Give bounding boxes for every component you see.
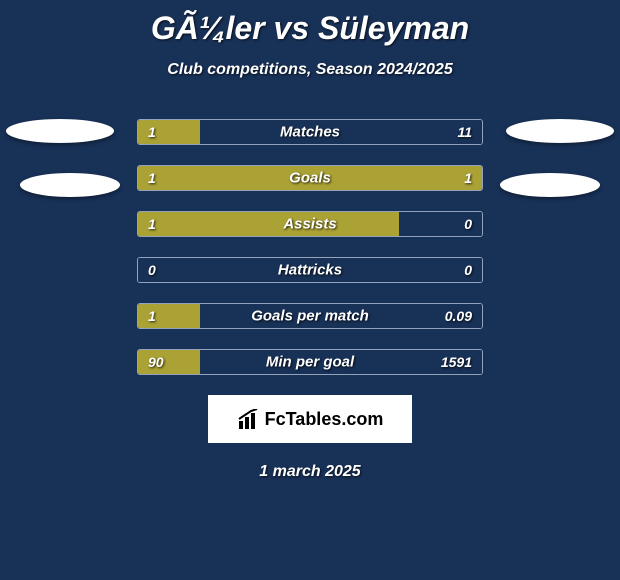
stat-label: Hattricks — [278, 262, 342, 279]
stat-right-value: 0 — [464, 262, 472, 278]
chart-area: 1 Matches 11 1 Goals 1 1 Assists 0 0 Hat… — [0, 119, 620, 481]
chart-icon — [237, 409, 261, 429]
stat-left-value: 0 — [148, 262, 156, 278]
player-right-ellipse-2 — [500, 173, 600, 197]
stat-right-value: 0.09 — [445, 308, 472, 324]
stat-right-value: 0 — [464, 216, 472, 232]
stat-label: Min per goal — [266, 354, 354, 371]
stat-label: Matches — [280, 124, 340, 141]
stat-label: Assists — [283, 216, 336, 233]
stat-left-value: 1 — [148, 308, 156, 324]
stat-bar-matches: 1 Matches 11 — [137, 119, 483, 145]
fctables-logo[interactable]: FcTables.com — [208, 395, 412, 443]
comparison-title: GÃ¼ler vs Süleyman — [0, 0, 620, 47]
stat-bars: 1 Matches 11 1 Goals 1 1 Assists 0 0 Hat… — [137, 119, 483, 375]
stat-bar-goals-per-match: 1 Goals per match 0.09 — [137, 303, 483, 329]
comparison-subtitle: Club competitions, Season 2024/2025 — [0, 61, 620, 79]
bar-right-fill — [200, 120, 482, 144]
stat-bar-hattricks: 0 Hattricks 0 — [137, 257, 483, 283]
stat-label: Goals per match — [251, 308, 369, 325]
stat-left-value: 1 — [148, 170, 156, 186]
bar-left-fill — [138, 212, 399, 236]
stat-right-value: 1 — [464, 170, 472, 186]
stat-bar-min-per-goal: 90 Min per goal 1591 — [137, 349, 483, 375]
stat-left-value: 1 — [148, 124, 156, 140]
stat-label: Goals — [289, 170, 331, 187]
player-left-ellipse-2 — [20, 173, 120, 197]
player-left-ellipse-1 — [6, 119, 114, 143]
logo-text: FcTables.com — [265, 409, 384, 430]
stat-right-value: 11 — [457, 124, 472, 140]
stat-left-value: 90 — [148, 354, 164, 370]
player-right-ellipse-1 — [506, 119, 614, 143]
stat-left-value: 1 — [148, 216, 156, 232]
comparison-date: 1 march 2025 — [0, 463, 620, 481]
stat-right-value: 1591 — [441, 354, 472, 370]
stat-bar-goals: 1 Goals 1 — [137, 165, 483, 191]
stat-bar-assists: 1 Assists 0 — [137, 211, 483, 237]
